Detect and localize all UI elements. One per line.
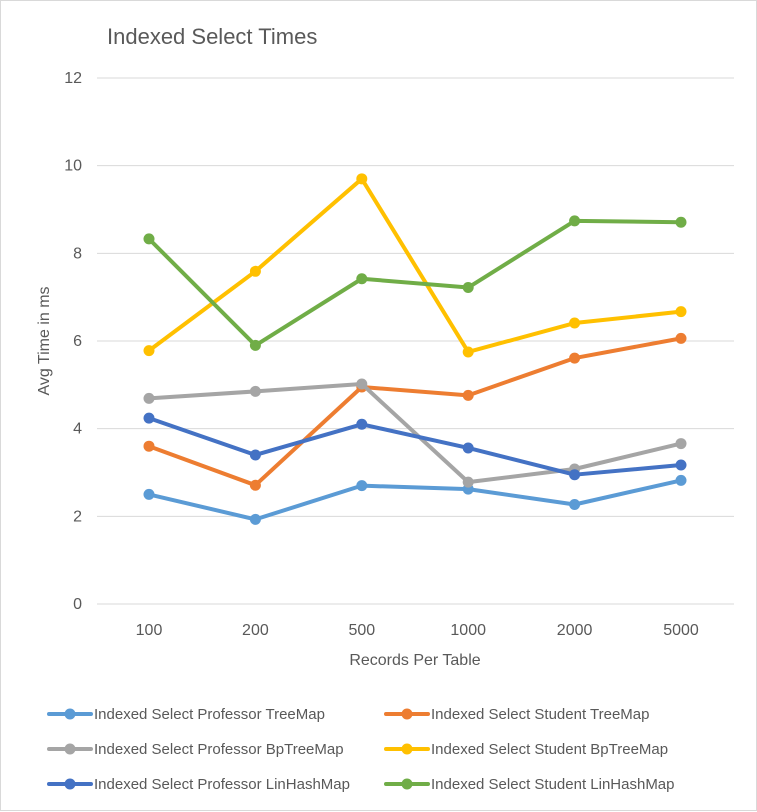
- data-point: [249, 513, 261, 525]
- series-5: [143, 412, 687, 481]
- legend-swatch-marker: [64, 708, 76, 720]
- x-tick-label: 500: [348, 622, 375, 639]
- data-point: [569, 498, 581, 510]
- data-point: [569, 215, 581, 227]
- legend-label: Indexed Select Professor LinHashMap: [94, 776, 350, 793]
- legend-label: Indexed Select Professor BpTreeMap: [94, 741, 344, 758]
- data-point: [356, 173, 368, 185]
- x-tick-label: 1000: [450, 622, 486, 639]
- data-point: [356, 418, 368, 430]
- data-point: [462, 476, 474, 488]
- x-axis-label: Records Per Table: [349, 652, 480, 669]
- legend-label: Indexed Select Professor TreeMap: [94, 706, 325, 723]
- series-1: [143, 474, 687, 525]
- legend-label: Indexed Select Student TreeMap: [431, 706, 649, 723]
- y-tick-label: 0: [73, 596, 82, 613]
- legend-swatch-marker: [64, 778, 76, 790]
- series-line: [147, 381, 683, 485]
- data-point: [569, 317, 581, 329]
- data-point: [675, 332, 687, 344]
- series-line: [147, 218, 683, 348]
- y-tick-label: 2: [73, 508, 82, 525]
- x-tick-label: 2000: [557, 622, 593, 639]
- data-point: [356, 378, 368, 390]
- data-point: [143, 488, 155, 500]
- series-line: [147, 416, 683, 477]
- y-tick-label: 4: [73, 421, 82, 438]
- data-point: [143, 345, 155, 357]
- data-point: [675, 306, 687, 318]
- legend-item: Indexed Select Professor BpTreeMap: [47, 741, 344, 758]
- data-point: [462, 346, 474, 358]
- legend-item: Indexed Select Student BpTreeMap: [384, 741, 668, 758]
- series-4: [143, 173, 687, 358]
- series-6: [143, 215, 687, 351]
- data-point: [249, 265, 261, 277]
- data-point: [356, 273, 368, 285]
- legend-item: Indexed Select Professor LinHashMap: [47, 776, 350, 793]
- legend-item: Indexed Select Student TreeMap: [384, 706, 649, 723]
- data-point: [569, 352, 581, 364]
- data-point: [675, 438, 687, 450]
- x-axis-ticks: 100 200 500 1000 2000 5000: [136, 622, 699, 639]
- data-point: [143, 412, 155, 424]
- x-tick-label: 200: [242, 622, 269, 639]
- series-2: [143, 332, 687, 491]
- data-point: [249, 479, 261, 491]
- y-tick-label: 10: [64, 158, 82, 175]
- gridlines: [97, 77, 734, 605]
- legend: Indexed Select Professor TreeMap Indexed …: [47, 706, 675, 793]
- x-tick-label: 5000: [663, 622, 699, 639]
- legend-swatch-marker: [401, 743, 413, 755]
- y-tick-label: 6: [73, 333, 82, 350]
- legend-swatch-marker: [401, 778, 413, 790]
- series-line: [147, 478, 683, 522]
- data-point: [356, 480, 368, 492]
- data-point: [143, 233, 155, 245]
- data-series: [143, 173, 687, 525]
- data-point: [249, 449, 261, 461]
- series-line: [147, 336, 683, 488]
- y-axis-label: Avg Time in ms: [36, 286, 53, 395]
- legend-swatch-marker: [401, 708, 413, 720]
- y-tick-label: 8: [73, 245, 82, 262]
- data-point: [143, 392, 155, 404]
- data-point: [569, 469, 581, 481]
- data-point: [462, 282, 474, 294]
- y-tick-label: 12: [64, 70, 82, 87]
- data-point: [249, 339, 261, 351]
- legend-label: Indexed Select Student LinHashMap: [431, 776, 675, 793]
- series-line: [147, 176, 683, 354]
- data-point: [249, 385, 261, 397]
- data-point: [675, 474, 687, 486]
- legend-label: Indexed Select Student BpTreeMap: [431, 741, 668, 758]
- data-point: [675, 216, 687, 228]
- data-point: [462, 442, 474, 454]
- legend-item: Indexed Select Student LinHashMap: [384, 776, 675, 793]
- chart-title: Indexed Select Times: [107, 24, 317, 49]
- data-point: [675, 459, 687, 471]
- legend-item: Indexed Select Professor TreeMap: [47, 706, 325, 723]
- y-axis-ticks: 0 2 4 6 8 10 12: [64, 70, 82, 613]
- legend-swatch-marker: [64, 743, 76, 755]
- x-tick-label: 100: [136, 622, 163, 639]
- data-point: [462, 389, 474, 401]
- series-3: [143, 378, 687, 488]
- data-point: [143, 440, 155, 452]
